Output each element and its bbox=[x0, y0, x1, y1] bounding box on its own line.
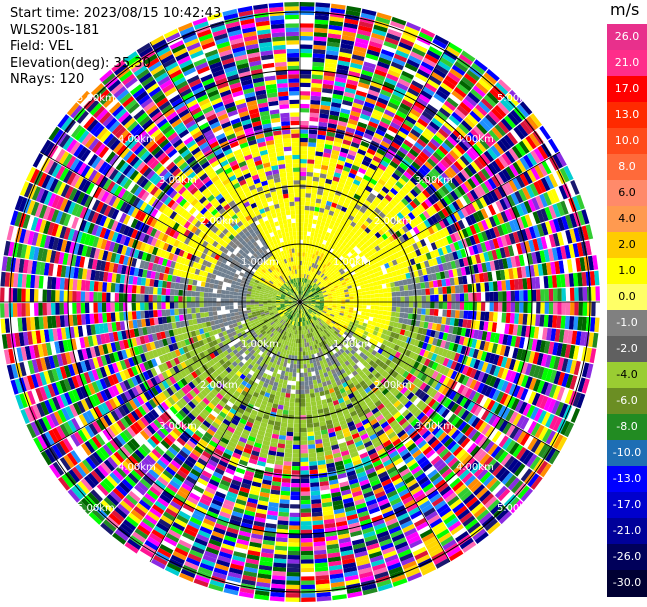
colorbar-segment bbox=[607, 310, 647, 337]
colorbar-segment bbox=[607, 336, 647, 363]
azimuth-line bbox=[149, 41, 301, 303]
colorbar-tick-label: -2.0 bbox=[616, 342, 638, 355]
colorbar-tick-label: 21.0 bbox=[614, 56, 640, 69]
colorbar-segment bbox=[607, 440, 647, 467]
colorbar-unit: m/s bbox=[610, 0, 640, 19]
colorbar-segment bbox=[607, 492, 647, 519]
colorbar-segment bbox=[607, 50, 647, 77]
range-ring-label: 3.00km bbox=[415, 421, 453, 432]
colorbar-segment bbox=[607, 206, 647, 233]
colorbar-segment bbox=[607, 154, 647, 181]
colorbar-tick-label: 10.0 bbox=[614, 134, 640, 147]
colorbar-segment bbox=[607, 24, 647, 51]
colorbar-tick-label: -17.0 bbox=[612, 498, 642, 511]
range-ring-label: 1.00km bbox=[333, 257, 371, 268]
range-ring-label: 4.00km bbox=[456, 134, 494, 145]
colorbar-segment bbox=[607, 388, 647, 415]
velocity-gates bbox=[0, 2, 600, 602]
range-ring-label: 4.00km bbox=[456, 462, 494, 473]
range-ring-label: 2.00km bbox=[200, 380, 238, 391]
range-ring-label: 4.00km bbox=[118, 462, 156, 473]
colorbar: 26.0 21.0 17.0 13.0 10.0 8.0 6.0 4.0 2.0 1.0 0.0 -1… bbox=[607, 24, 647, 597]
azimuth-line bbox=[149, 301, 301, 563]
colorbar-tick-label: -4.0 bbox=[616, 368, 638, 381]
colorbar-tick-label: -6.0 bbox=[616, 394, 638, 407]
colorbar-segment bbox=[607, 76, 647, 103]
colorbar-tick-label: 4.0 bbox=[618, 212, 636, 225]
colorbar-segment bbox=[607, 232, 647, 259]
colorbar-tick-label: -30.0 bbox=[612, 576, 642, 589]
colorbar-tick-label: 13.0 bbox=[614, 108, 640, 121]
colorbar-tick-label: -21.0 bbox=[612, 524, 642, 537]
elevation-text: Elevation(deg): 35.30 bbox=[10, 55, 151, 71]
azimuth-line bbox=[299, 151, 561, 303]
range-ring-label: 1.00km bbox=[333, 339, 371, 350]
range-ring-label: 5.00km bbox=[77, 503, 115, 514]
colorbar-tick-label: 17.0 bbox=[614, 82, 640, 95]
colorbar-segment bbox=[607, 128, 647, 155]
instrument-name: WLS200s-181 bbox=[10, 22, 100, 38]
azimuth-line bbox=[299, 301, 561, 453]
colorbar-tick-label: -26.0 bbox=[612, 550, 642, 563]
azimuth-line bbox=[39, 151, 301, 303]
colorbar-segment bbox=[607, 518, 647, 545]
range-ring-label: 5.00km bbox=[497, 503, 535, 514]
colorbar-segment bbox=[607, 258, 647, 285]
range-ring-label: 2.00km bbox=[200, 216, 238, 227]
colorbar-tick-label: 6.0 bbox=[618, 186, 636, 199]
range-ring-label: 3.00km bbox=[159, 421, 197, 432]
colorbar-segment bbox=[607, 466, 647, 493]
nrays-text: NRays: 120 bbox=[10, 72, 85, 87]
colorbar-tick-label: -1.0 bbox=[616, 316, 638, 329]
colorbar-segment bbox=[607, 570, 647, 597]
range-ring-label: 2.00km bbox=[374, 380, 412, 391]
colorbar-segment bbox=[607, 362, 647, 389]
range-ring-label: 3.00km bbox=[159, 175, 197, 186]
range-ring-label: 5.00km bbox=[77, 93, 115, 104]
colorbar-tick-label: 8.0 bbox=[618, 160, 636, 173]
colorbar-segment bbox=[607, 180, 647, 207]
colorbar-segment bbox=[607, 414, 647, 441]
colorbar-tick-label: -13.0 bbox=[612, 472, 642, 485]
colorbar-tick-label: 26.0 bbox=[614, 30, 640, 43]
field-text: Field: VEL bbox=[10, 39, 73, 54]
colorbar-segment bbox=[607, 544, 647, 571]
colorbar-tick-label: -8.0 bbox=[616, 420, 638, 433]
range-ring-grid: 5.00km 4.00km 3.00km 2.00km 1.00km 5.00km 4.00… bbox=[0, 2, 600, 602]
range-ring-label: 1.00km bbox=[241, 257, 279, 268]
range-ring-label: 1.00km bbox=[241, 339, 279, 350]
range-ring-label: 2.00km bbox=[374, 216, 412, 227]
info-panel: Start time: 2023/08/15 10:42:43 WLS200s-… bbox=[10, 6, 221, 89]
range-ring-label: 3.00km bbox=[415, 175, 453, 186]
azimuth-line bbox=[39, 301, 301, 453]
start-time-text: Start time: 2023/08/15 10:42:43 bbox=[10, 6, 222, 21]
colorbar-tick-label: 0.0 bbox=[618, 290, 636, 303]
azimuth-line bbox=[299, 301, 451, 563]
range-ring-label: 4.00km bbox=[118, 134, 156, 145]
colorbar-segment bbox=[607, 284, 647, 311]
azimuth-line bbox=[299, 41, 451, 303]
range-ring-label: 5.00km bbox=[497, 93, 535, 104]
colorbar-segment bbox=[607, 102, 647, 129]
colorbar-tick-label: -10.0 bbox=[612, 446, 642, 459]
colorbar-tick-label: 1.0 bbox=[618, 264, 636, 277]
colorbar-tick-label: 2.0 bbox=[618, 238, 636, 251]
